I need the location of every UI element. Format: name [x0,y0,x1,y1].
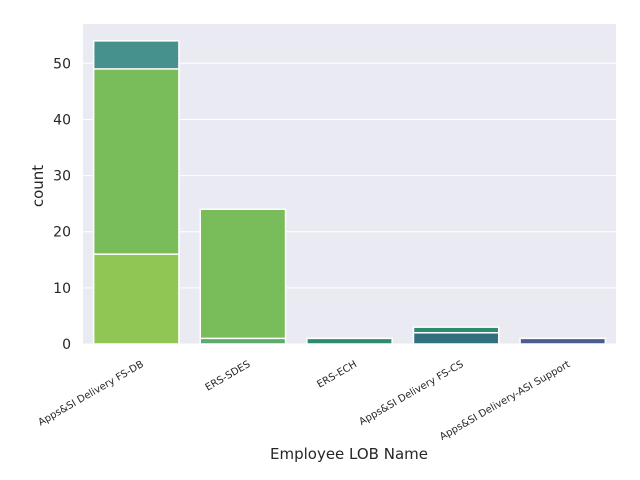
y-tick-label: 40 [53,112,71,128]
y-tick-label: 50 [53,56,71,72]
x-tick-label: ERS-ECH [315,359,359,391]
bar [412,332,500,345]
y-axis-label: count [29,165,47,207]
bar [199,337,287,345]
y-axis-ticks: 0 10 20 30 40 50 [53,56,71,353]
bar [306,337,393,345]
x-axis-ticks: Apps&SI Delivery FS-DB ERS-SDES ERS-ECHApp… [37,359,573,443]
bar [199,208,287,345]
x-tick-label: ERS-SDES [204,359,253,393]
bars [92,40,607,345]
y-tick-label: 20 [53,225,71,241]
y-tick-label: 30 [53,169,71,185]
bar [519,337,607,345]
y-tick-label: 0 [62,337,71,353]
bar [92,253,180,345]
y-tick-label: 10 [53,281,71,297]
x-tick-label: Apps&SI Delivery FS-DB [37,359,146,428]
x-axis-label: Employee LOB Name [270,445,428,463]
x-tick-label: Apps&SI Delivery FS-CS [357,359,465,428]
